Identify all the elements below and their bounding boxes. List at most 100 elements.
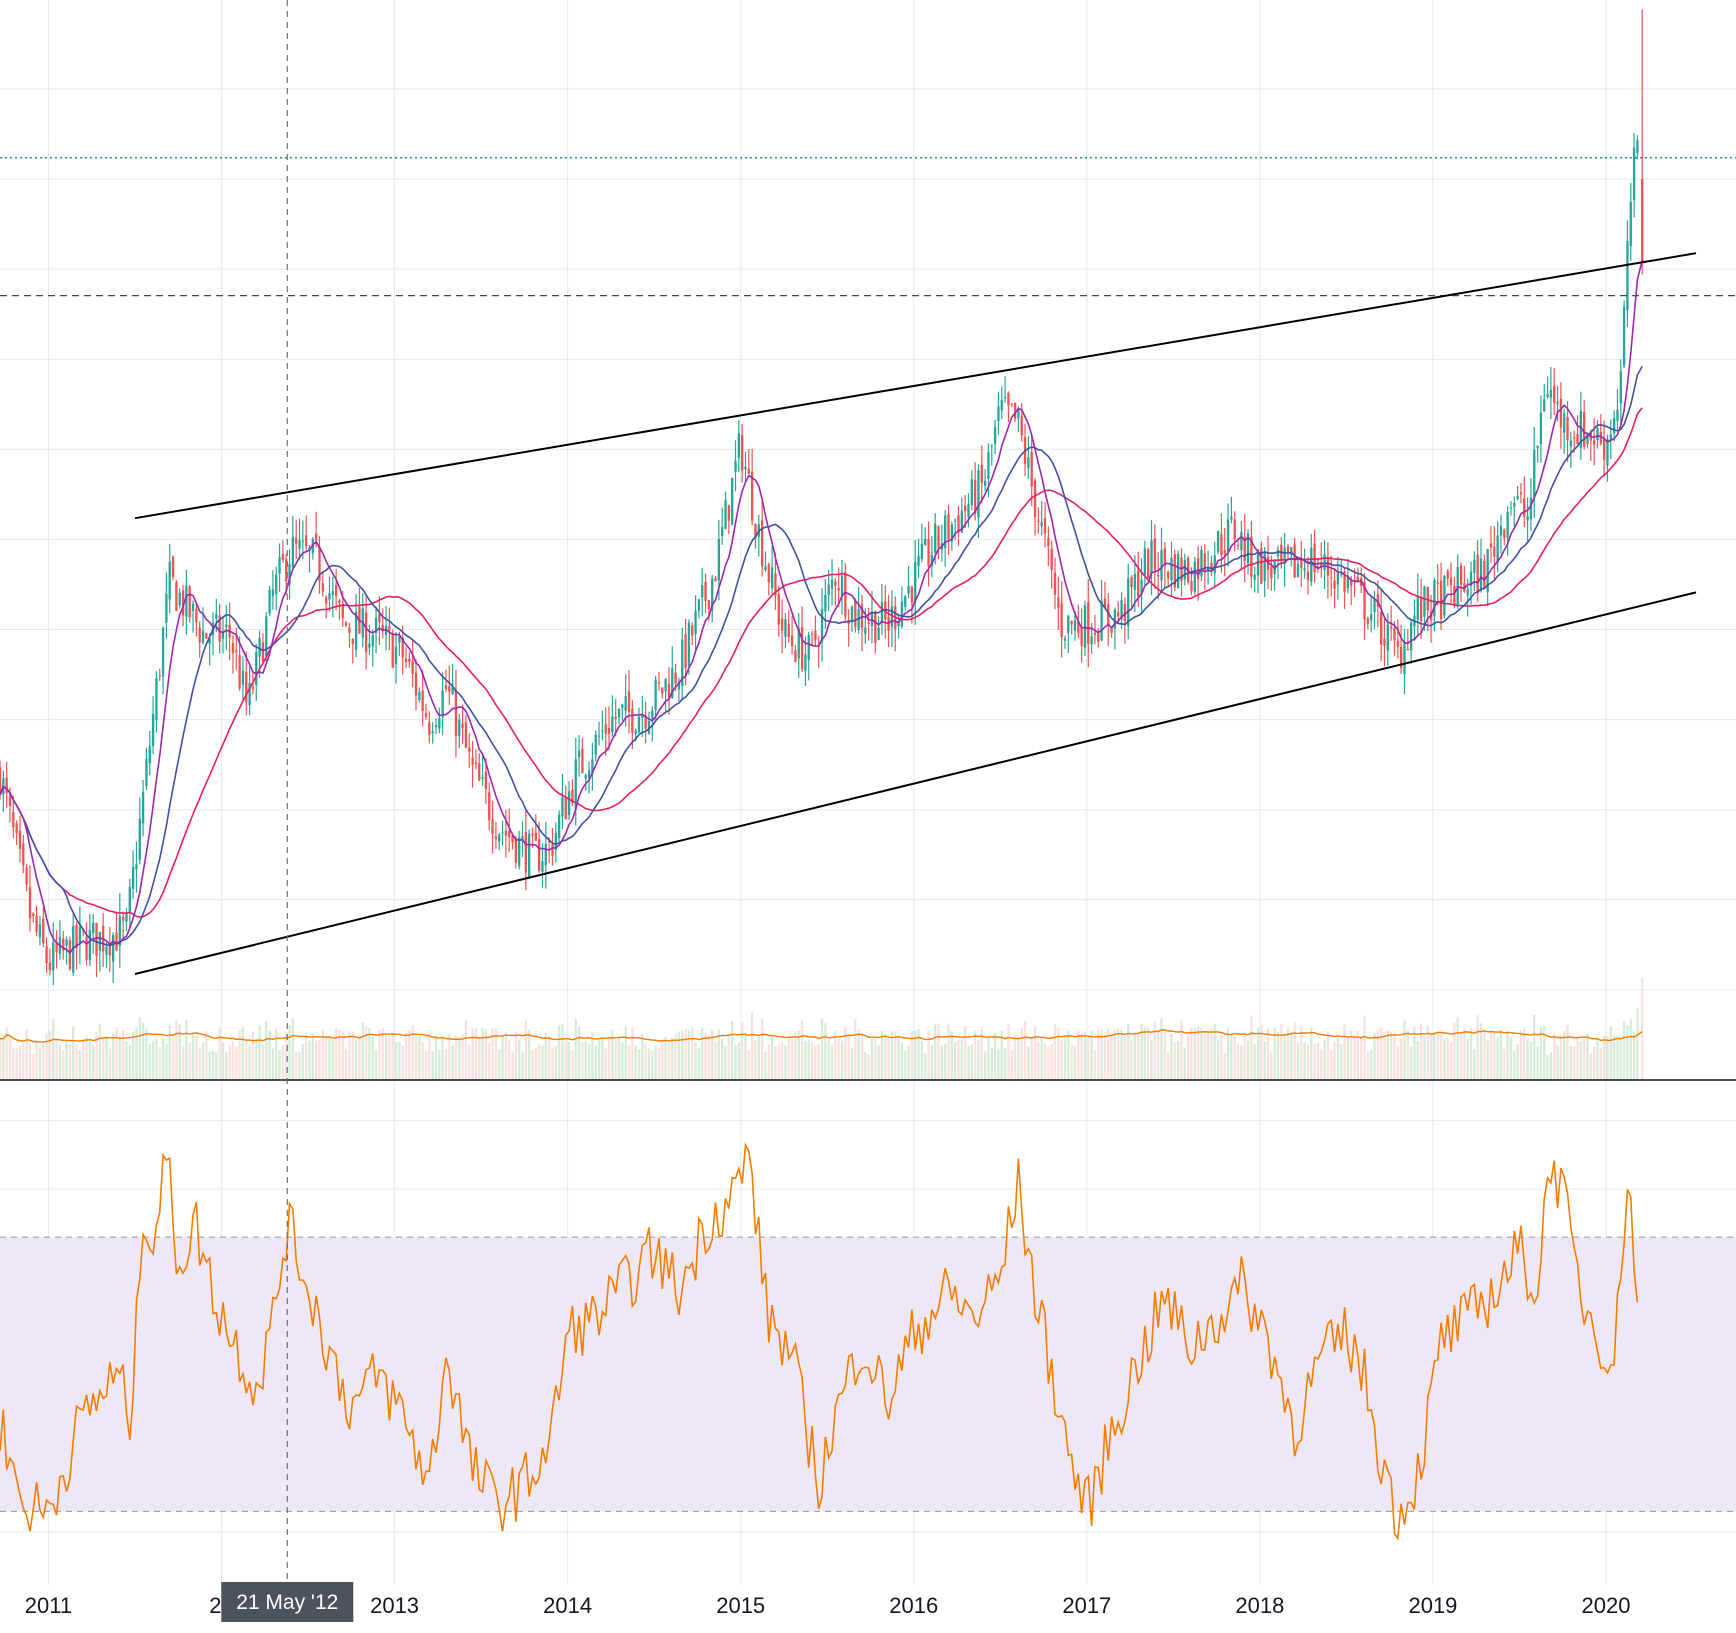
volume-bar [611, 1030, 614, 1080]
volume-bar [1110, 1031, 1113, 1080]
candle-body [135, 864, 138, 870]
volume-bar [840, 1040, 844, 1080]
volume-bar [907, 1046, 910, 1080]
volume-bar [215, 1052, 218, 1080]
volume-bar [547, 1035, 551, 1080]
volume-bar [2, 1038, 5, 1080]
candle-body [1000, 399, 1003, 411]
candle-body [1120, 600, 1123, 620]
volume-bar [1240, 1045, 1243, 1080]
candle-body [1210, 562, 1213, 570]
candle-body [904, 596, 907, 607]
candle-body [664, 678, 667, 692]
volume-bar [764, 1051, 767, 1080]
volume-bar [1416, 1040, 1419, 1080]
volume-bar [1632, 1031, 1636, 1080]
candle-body [488, 792, 491, 821]
candle-body [171, 556, 175, 578]
volume-bar [741, 1021, 744, 1080]
candle-body [804, 654, 807, 671]
volume-bar [934, 1023, 937, 1080]
candle-body [1057, 597, 1060, 608]
candle-body [617, 708, 621, 718]
candle-body [1549, 390, 1553, 398]
volume-bar [790, 1036, 794, 1080]
candle-body [265, 616, 268, 657]
candle-body [281, 554, 285, 561]
candle-body [334, 585, 338, 597]
volume-bar [1436, 1031, 1439, 1080]
volume-bar [967, 1046, 970, 1080]
candle-body [1506, 511, 1509, 539]
volume-bar [1200, 1028, 1203, 1080]
candle-body [1143, 548, 1147, 576]
candle-body [421, 690, 424, 712]
candle-body [288, 564, 291, 585]
volume-bar [1166, 1052, 1170, 1080]
volume-bar [175, 1019, 178, 1080]
volume-bar [824, 1023, 827, 1080]
candle-body [1137, 571, 1140, 598]
candle-body [797, 628, 800, 659]
volume-bar [604, 1048, 607, 1080]
candle-body [181, 590, 185, 616]
volume-bar [478, 1037, 481, 1080]
volume-bar [1020, 1028, 1023, 1080]
candle-body [1379, 611, 1383, 645]
candle-body [1260, 548, 1263, 584]
volume-bar [431, 1050, 434, 1080]
candle-body [111, 934, 115, 962]
volume-bar [514, 1031, 518, 1080]
candle-body [125, 913, 128, 922]
volume-bar [963, 1026, 967, 1080]
volume-bar [721, 1038, 724, 1080]
candle-body [55, 942, 58, 953]
candle-body [1602, 438, 1606, 460]
volume-bar [870, 1039, 874, 1080]
candle-body [48, 962, 52, 970]
volume-bar [228, 1045, 231, 1080]
volume-bar [787, 1035, 790, 1080]
candle-body [1366, 618, 1370, 624]
volume-bar [627, 1045, 631, 1080]
volume-bar [820, 1018, 824, 1080]
volume-bar [48, 1030, 52, 1080]
volume-bar [298, 1052, 301, 1080]
candle-body [1596, 428, 1599, 441]
volume-bar [1499, 1029, 1503, 1080]
candle-body [1033, 480, 1037, 517]
volume-bar [944, 1043, 947, 1080]
candle-body [528, 833, 531, 878]
candle-body [414, 672, 418, 696]
candle-body [1010, 403, 1013, 405]
candle-body [165, 593, 168, 623]
volume-bar [684, 1028, 687, 1080]
candle-body [1043, 518, 1047, 534]
candle-body [1313, 543, 1316, 573]
candle-body [178, 592, 181, 606]
candle-body [581, 748, 584, 774]
volume-bar [1186, 1035, 1190, 1080]
candle-body [1486, 548, 1489, 593]
candle-body [248, 682, 251, 706]
volume-bar [1443, 1038, 1446, 1080]
candle-body [577, 750, 581, 758]
candle-body [1641, 179, 1644, 264]
candle-body [241, 671, 245, 685]
volume-bar [454, 1035, 458, 1080]
volume-bar [1057, 1028, 1060, 1080]
volume-bar [1592, 1046, 1596, 1080]
candle-body [1519, 492, 1523, 495]
candle-body [607, 727, 611, 735]
volume-bar [1310, 1026, 1313, 1080]
candle-body [1363, 581, 1366, 620]
volume-bar [1123, 1036, 1127, 1080]
volume-bar [937, 1023, 940, 1080]
candle-body [937, 526, 940, 548]
volume-bar [291, 1018, 295, 1080]
candle-body [411, 661, 414, 675]
candle-body [1529, 497, 1533, 520]
candle-body [1223, 550, 1226, 554]
